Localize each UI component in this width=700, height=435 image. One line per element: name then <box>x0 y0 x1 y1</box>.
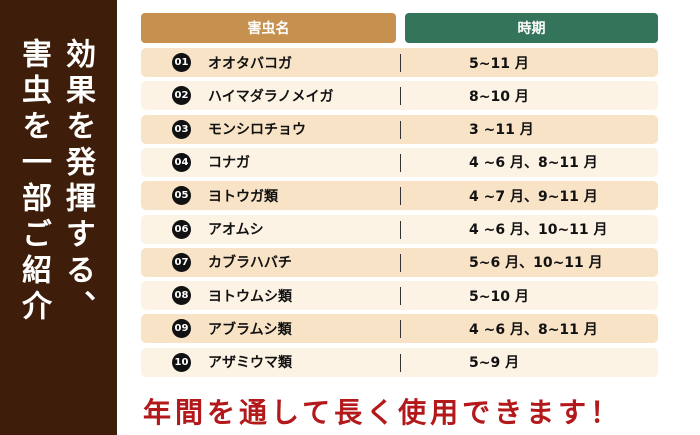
divider <box>400 87 401 106</box>
table-row: 07 カブラハバチ 5~6 月、10~11 月 <box>141 247 658 277</box>
pest-name: アブラムシ類 <box>208 321 292 338</box>
divider <box>400 353 401 372</box>
pest-name: ヨトウムシ類 <box>208 288 292 305</box>
pest-name: アオムシ <box>208 222 264 238</box>
pest-name: モンシロチョウ <box>208 122 306 139</box>
period: 4 ~6 月、10~11 月 <box>469 222 608 238</box>
table-row: 01 オオタバコガ 5~11 月 <box>141 48 658 77</box>
side-text-line2: 害虫を一部ご紹介 <box>16 38 51 326</box>
period: 5~6 月、10~11 月 <box>469 255 603 272</box>
pest-name: ハイマダラノメイガ <box>208 88 334 105</box>
row-number-badge: 08 <box>172 286 191 306</box>
period: 4 ~6 月、8~11 月 <box>469 321 598 338</box>
pest-name: オオタバコガ <box>208 55 292 72</box>
period: 8~10 月 <box>469 88 529 105</box>
divider <box>400 187 401 206</box>
row-number-badge: 03 <box>172 119 191 139</box>
header-period: 時期 <box>405 13 658 43</box>
divider <box>400 220 401 239</box>
pest-name: コナガ <box>208 155 250 172</box>
period: 5~10 月 <box>469 288 529 305</box>
divider <box>400 153 401 172</box>
pest-name: カブラハバチ <box>208 255 292 272</box>
side-text-line1: 効果を発揮する、 <box>60 38 95 326</box>
table-row: 06 アオムシ 4 ~6 月、10~11 月 <box>141 214 658 244</box>
footer-message: 年間を通して長く使用できます！ <box>143 396 623 429</box>
period: 4 ~6 月、8~11 月 <box>469 155 598 172</box>
row-number-badge: 07 <box>172 252 191 272</box>
divider <box>400 253 401 272</box>
row-number-badge: 06 <box>172 219 191 239</box>
period: 4 ~7 月、9~11 月 <box>469 188 598 205</box>
table-row: 03 モンシロチョウ 3 ~11 月 <box>141 114 658 144</box>
row-number-badge: 01 <box>172 53 191 72</box>
table-row: 05 ヨトウガ類 4 ~7 月、9~11 月 <box>141 181 658 211</box>
divider <box>400 287 401 306</box>
table-row: 02 ハイマダラノメイガ 8~10 月 <box>141 81 658 111</box>
period: 5~11 月 <box>469 55 529 72</box>
period: 5~9 月 <box>469 355 520 372</box>
side-banner: 効果を発揮する、 害虫を一部ご紹介 <box>0 0 117 435</box>
row-number-badge: 02 <box>172 86 191 106</box>
divider <box>400 120 401 139</box>
table-row: 10 アザミウマ類 5~9 月 <box>141 347 658 377</box>
divider <box>400 54 401 72</box>
pest-name: アザミウマ類 <box>208 355 292 372</box>
row-number-badge: 09 <box>172 319 191 339</box>
table-row: 04 コナガ 4 ~6 月、8~11 月 <box>141 147 658 177</box>
pest-name: ヨトウガ類 <box>208 188 278 205</box>
divider <box>400 320 401 339</box>
period: 3 ~11 月 <box>469 122 534 139</box>
table-row: 08 ヨトウムシ類 5~10 月 <box>141 281 658 311</box>
row-number-badge: 04 <box>172 152 191 172</box>
row-number-badge: 05 <box>172 186 191 206</box>
header-pest-name: 害虫名 <box>141 13 396 43</box>
row-number-badge: 10 <box>172 352 191 372</box>
table-row: 09 アブラムシ類 4 ~6 月、8~11 月 <box>141 314 658 344</box>
